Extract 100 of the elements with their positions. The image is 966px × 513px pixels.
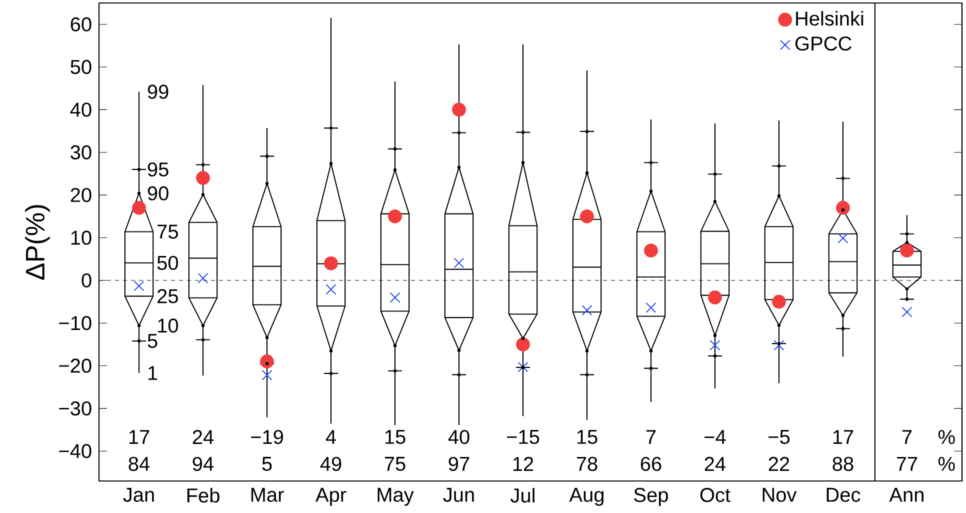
point <box>521 336 525 340</box>
point <box>521 161 525 164</box>
point <box>902 306 912 318</box>
x-tick-label: Sep <box>634 488 668 506</box>
point <box>457 131 461 134</box>
annotation: 5 <box>148 334 158 348</box>
point <box>710 340 720 351</box>
point <box>198 273 208 284</box>
x-tick-label: Oct <box>700 488 730 502</box>
annotation: 4 <box>326 430 336 444</box>
point <box>905 287 909 291</box>
x-tick-label: Mar <box>251 488 284 502</box>
point <box>329 349 333 352</box>
x-tick-label: Jul <box>510 488 534 503</box>
point <box>201 193 205 196</box>
point <box>713 200 717 204</box>
annotation: 17 <box>129 430 150 444</box>
point <box>137 192 141 195</box>
point <box>841 176 845 180</box>
annotation: 12 <box>513 456 534 471</box>
annotation: 99 <box>148 84 168 99</box>
annotation: 49 <box>320 456 342 471</box>
annotation: 25 <box>158 289 178 304</box>
point <box>265 336 269 340</box>
point <box>713 354 717 358</box>
annotation: 84 <box>128 456 150 471</box>
annotation: 24 <box>192 430 214 444</box>
point <box>457 166 461 169</box>
point <box>905 240 909 244</box>
point <box>324 256 338 270</box>
point <box>137 324 141 328</box>
point <box>772 294 786 309</box>
point <box>134 280 144 292</box>
point <box>649 349 653 352</box>
point <box>580 209 594 224</box>
point <box>196 171 210 185</box>
point <box>777 324 781 327</box>
point <box>201 163 205 166</box>
annotation: 90 <box>148 186 168 200</box>
annotation: 94 <box>192 456 214 471</box>
point <box>132 200 146 215</box>
y-tick-label: 20 <box>70 188 92 202</box>
annotation: 77 <box>896 457 918 471</box>
point <box>518 362 528 372</box>
annotation: 66 <box>640 456 662 471</box>
point <box>777 342 781 346</box>
point <box>649 366 653 370</box>
annotation: % <box>938 456 955 471</box>
point <box>644 244 658 258</box>
point <box>329 162 333 166</box>
point <box>777 164 781 168</box>
x-tick-label: May <box>378 488 414 506</box>
point <box>708 290 722 304</box>
annotation: 40 <box>448 430 470 444</box>
y-tick-label: −20 <box>59 358 92 373</box>
point <box>585 349 589 352</box>
annotation: −15 <box>507 430 540 444</box>
point <box>836 200 850 215</box>
point <box>646 302 656 313</box>
x-tick-label: Nov <box>762 488 797 502</box>
point <box>713 334 717 338</box>
x-tick-label: Apr <box>315 488 346 506</box>
x-tick-label: Ann <box>889 488 924 502</box>
point <box>516 337 530 352</box>
y-tick-label: −30 <box>59 401 92 416</box>
annotation: 22 <box>768 456 790 471</box>
y-tick-label: −40 <box>59 444 92 458</box>
point <box>649 161 653 164</box>
annotation: 7 <box>646 430 656 444</box>
point <box>838 232 848 244</box>
point <box>841 314 845 318</box>
annotation: 75 <box>158 224 178 239</box>
annotation: 15 <box>385 430 406 444</box>
point <box>905 232 909 236</box>
point <box>326 284 336 295</box>
point <box>457 348 461 352</box>
annotation: −5 <box>768 430 790 444</box>
point <box>841 327 845 330</box>
y-axis-title: ΔP(%) <box>25 205 50 280</box>
point <box>265 154 269 158</box>
annotation: 17 <box>833 430 854 444</box>
point <box>265 182 269 186</box>
point <box>393 168 397 172</box>
point <box>390 292 400 303</box>
point <box>521 366 525 370</box>
point <box>585 171 589 174</box>
annotation: % <box>938 430 955 444</box>
y-tick-label: 50 <box>70 60 92 74</box>
y-tick-label: 30 <box>70 145 92 160</box>
point <box>774 340 784 351</box>
annotation: 88 <box>832 456 854 471</box>
annotation: −19 <box>251 430 283 444</box>
point <box>393 147 397 151</box>
annotation: 78 <box>576 456 598 471</box>
annotation: 7 <box>902 430 912 444</box>
point <box>452 102 466 117</box>
point <box>713 172 717 176</box>
y-tick-label: −10 <box>59 316 92 330</box>
y-tick-label: 60 <box>70 17 92 32</box>
point <box>582 305 592 316</box>
